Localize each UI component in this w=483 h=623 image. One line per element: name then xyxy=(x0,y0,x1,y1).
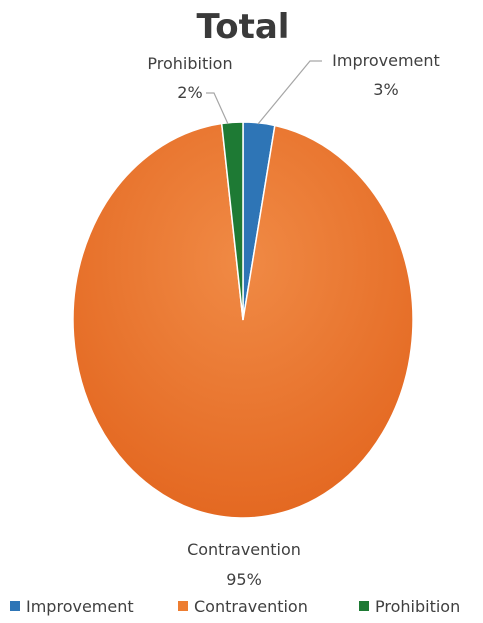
leader-line-improvement xyxy=(257,60,322,125)
legend-swatch-prohibition xyxy=(359,601,369,611)
data-label-contravention-value: 95% xyxy=(226,570,262,589)
pie-slices xyxy=(72,121,414,519)
legend-swatch-contravention xyxy=(178,601,188,611)
leader-line-prohibition xyxy=(206,92,229,125)
legend-swatch-improvement xyxy=(10,601,20,611)
data-label-prohibition-name: Prohibition xyxy=(147,54,232,73)
legend-label-improvement: Improvement xyxy=(26,597,134,616)
legend-label-contravention: Contravention xyxy=(194,597,308,616)
data-label-improvement-value: 3% xyxy=(373,80,398,99)
data-label-prohibition-value: 2% xyxy=(177,83,202,102)
data-label-contravention-name: Contravention xyxy=(187,540,301,559)
legend-label-prohibition: Prohibition xyxy=(375,597,460,616)
leader-lines xyxy=(206,60,322,125)
data-label-improvement-name: Improvement xyxy=(332,51,440,70)
chart-title: Total xyxy=(197,7,290,47)
legend: Improvement Contravention Prohibition xyxy=(10,597,460,616)
pie-slice-contravention xyxy=(72,122,414,519)
pie-slice-prohibition xyxy=(220,121,244,321)
